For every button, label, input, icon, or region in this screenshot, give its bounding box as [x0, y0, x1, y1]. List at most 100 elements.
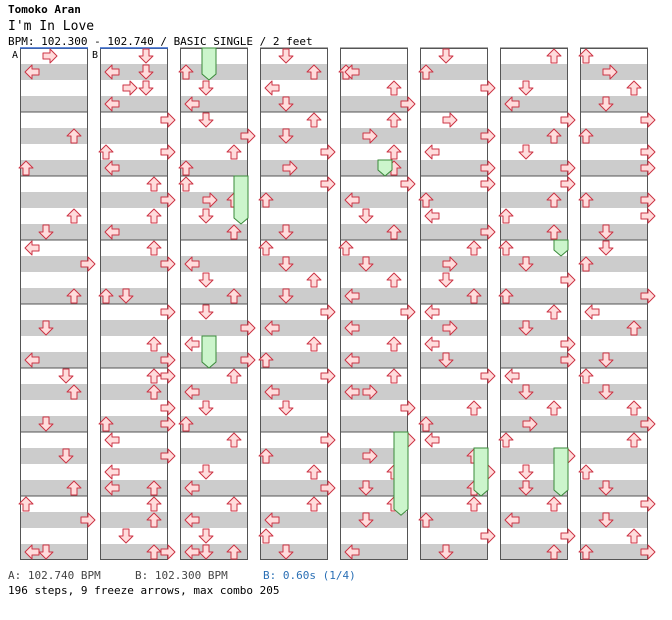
- step-arrow: [400, 304, 416, 320]
- beat-stripe: [100, 448, 168, 464]
- beat-stripe: [500, 96, 568, 112]
- beat-stripe: [100, 128, 168, 144]
- step-arrow: [578, 128, 594, 144]
- beat-stripe: [500, 320, 568, 336]
- step-arrow: [438, 272, 454, 288]
- step-arrow: [278, 544, 294, 560]
- step-arrow: [184, 96, 200, 112]
- step-arrow: [438, 352, 454, 368]
- beat-stripe: [580, 416, 648, 432]
- beat-stripe: [340, 416, 408, 432]
- step-arrow: [38, 416, 54, 432]
- step-arrow: [358, 512, 374, 528]
- beat-stripe: [260, 544, 328, 560]
- step-arrow: [58, 368, 74, 384]
- step-arrow: [338, 240, 354, 256]
- beat-stripe: [260, 320, 328, 336]
- step-arrow: [258, 192, 274, 208]
- step-arrow: [640, 160, 656, 176]
- step-arrow: [240, 320, 256, 336]
- step-arrow: [178, 416, 194, 432]
- step-arrow: [320, 480, 336, 496]
- beat-stripe: [420, 64, 488, 80]
- step-arrow: [560, 336, 576, 352]
- beat-stripe: [260, 224, 328, 240]
- step-arrow: [264, 384, 280, 400]
- beat-stripe: [580, 512, 648, 528]
- column-frame: [420, 48, 488, 560]
- step-arrow: [504, 96, 520, 112]
- step-arrow: [466, 400, 482, 416]
- column-frame: [260, 48, 328, 560]
- beat-stripe: [340, 256, 408, 272]
- freeze-arrow: [393, 431, 409, 516]
- beat-stripe: [180, 512, 248, 528]
- step-arrow: [386, 112, 402, 128]
- beat-stripe: [420, 352, 488, 368]
- step-arrow: [104, 160, 120, 176]
- step-arrow: [138, 48, 154, 64]
- step-arrow: [306, 64, 322, 80]
- step-arrow: [278, 224, 294, 240]
- step-arrow: [344, 320, 360, 336]
- step-arrow: [362, 448, 378, 464]
- freeze-arrow: [377, 159, 393, 177]
- beat-stripe: [260, 192, 328, 208]
- step-arrow: [198, 528, 214, 544]
- bpm-marker-label: B: [92, 50, 98, 61]
- beat-stripe: [340, 352, 408, 368]
- beat-stripe: [580, 128, 648, 144]
- step-arrow: [258, 528, 274, 544]
- step-arrow: [640, 192, 656, 208]
- beat-stripe: [180, 128, 248, 144]
- step-arrow: [640, 416, 656, 432]
- step-arrow: [386, 144, 402, 160]
- step-arrow: [146, 480, 162, 496]
- beat-stripe: [500, 384, 568, 400]
- step-arrow: [578, 464, 594, 480]
- beat-stripe: [20, 160, 88, 176]
- step-arrow: [480, 528, 496, 544]
- freeze-arrow: [201, 47, 217, 81]
- step-arrow: [24, 64, 40, 80]
- step-arrow: [226, 224, 242, 240]
- step-arrow: [518, 80, 534, 96]
- step-arrow: [38, 320, 54, 336]
- step-arrow: [198, 80, 214, 96]
- step-arrow: [226, 432, 242, 448]
- step-arrow: [146, 384, 162, 400]
- step-arrow: [344, 192, 360, 208]
- beat-stripe: [340, 512, 408, 528]
- step-arrow: [160, 544, 176, 560]
- step-arrow: [98, 144, 114, 160]
- step-arrow: [358, 208, 374, 224]
- step-arrow: [578, 544, 594, 560]
- step-arrow: [438, 544, 454, 560]
- step-arrow: [424, 336, 440, 352]
- beat-stripe: [420, 416, 488, 432]
- step-arrow: [344, 64, 360, 80]
- step-arrow: [546, 496, 562, 512]
- step-arrow: [480, 80, 496, 96]
- step-arrow: [160, 400, 176, 416]
- beat-stripe: [260, 448, 328, 464]
- step-arrow: [118, 528, 134, 544]
- step-arrow: [104, 464, 120, 480]
- step-arrow: [546, 544, 562, 560]
- step-arrow: [546, 128, 562, 144]
- step-arrow: [466, 240, 482, 256]
- step-arrow: [320, 432, 336, 448]
- step-arrow: [386, 272, 402, 288]
- beat-stripe: [100, 192, 168, 208]
- song-title: I'm In Love: [8, 19, 95, 34]
- step-arrow: [598, 352, 614, 368]
- beat-stripe: [180, 448, 248, 464]
- beat-stripe: [20, 352, 88, 368]
- beat-stripe: [500, 448, 568, 464]
- step-arrow: [146, 240, 162, 256]
- beat-stripe: [260, 384, 328, 400]
- step-arrow: [400, 400, 416, 416]
- step-arrow: [518, 480, 534, 496]
- step-arrow: [546, 48, 562, 64]
